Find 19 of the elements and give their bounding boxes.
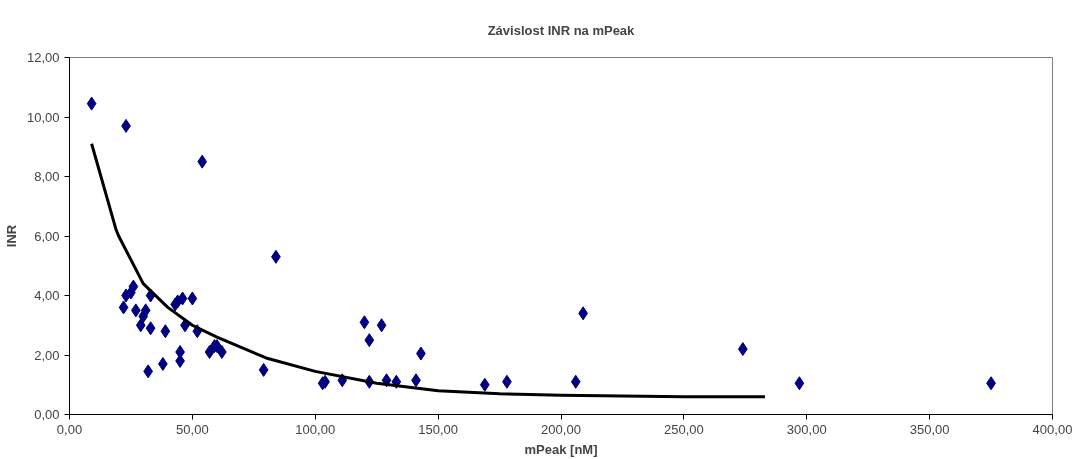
y-tick-label: 0,00 (34, 407, 60, 422)
y-tick-label: 10,00 (26, 109, 60, 125)
y-tick-label: 12,00 (26, 50, 60, 65)
x-tick-label: 300,00 (786, 421, 827, 437)
x-tick-label: 250,00 (663, 421, 704, 437)
x-tick-label: 400,00 (1032, 421, 1073, 437)
y-tick-label: 4,00 (34, 288, 60, 303)
x-tick-label: 200,00 (541, 421, 581, 437)
y-tick-label: 2,00 (34, 347, 60, 363)
x-tick-label: 50,00 (176, 421, 209, 437)
x-tick-label: 150,00 (418, 421, 459, 437)
x-tick-label: 100,00 (295, 421, 336, 437)
y-tick-label: 8,00 (34, 169, 60, 184)
x-tick-label: 350,00 (909, 421, 950, 437)
x-axis-title: mPeak [nM] (524, 441, 598, 457)
x-tick-label: 0,00 (56, 421, 83, 437)
chart-title: Závislost INR na mPeak (487, 22, 636, 38)
y-tick-label: 6,00 (34, 228, 60, 244)
y-axis-title: INR (3, 224, 19, 248)
